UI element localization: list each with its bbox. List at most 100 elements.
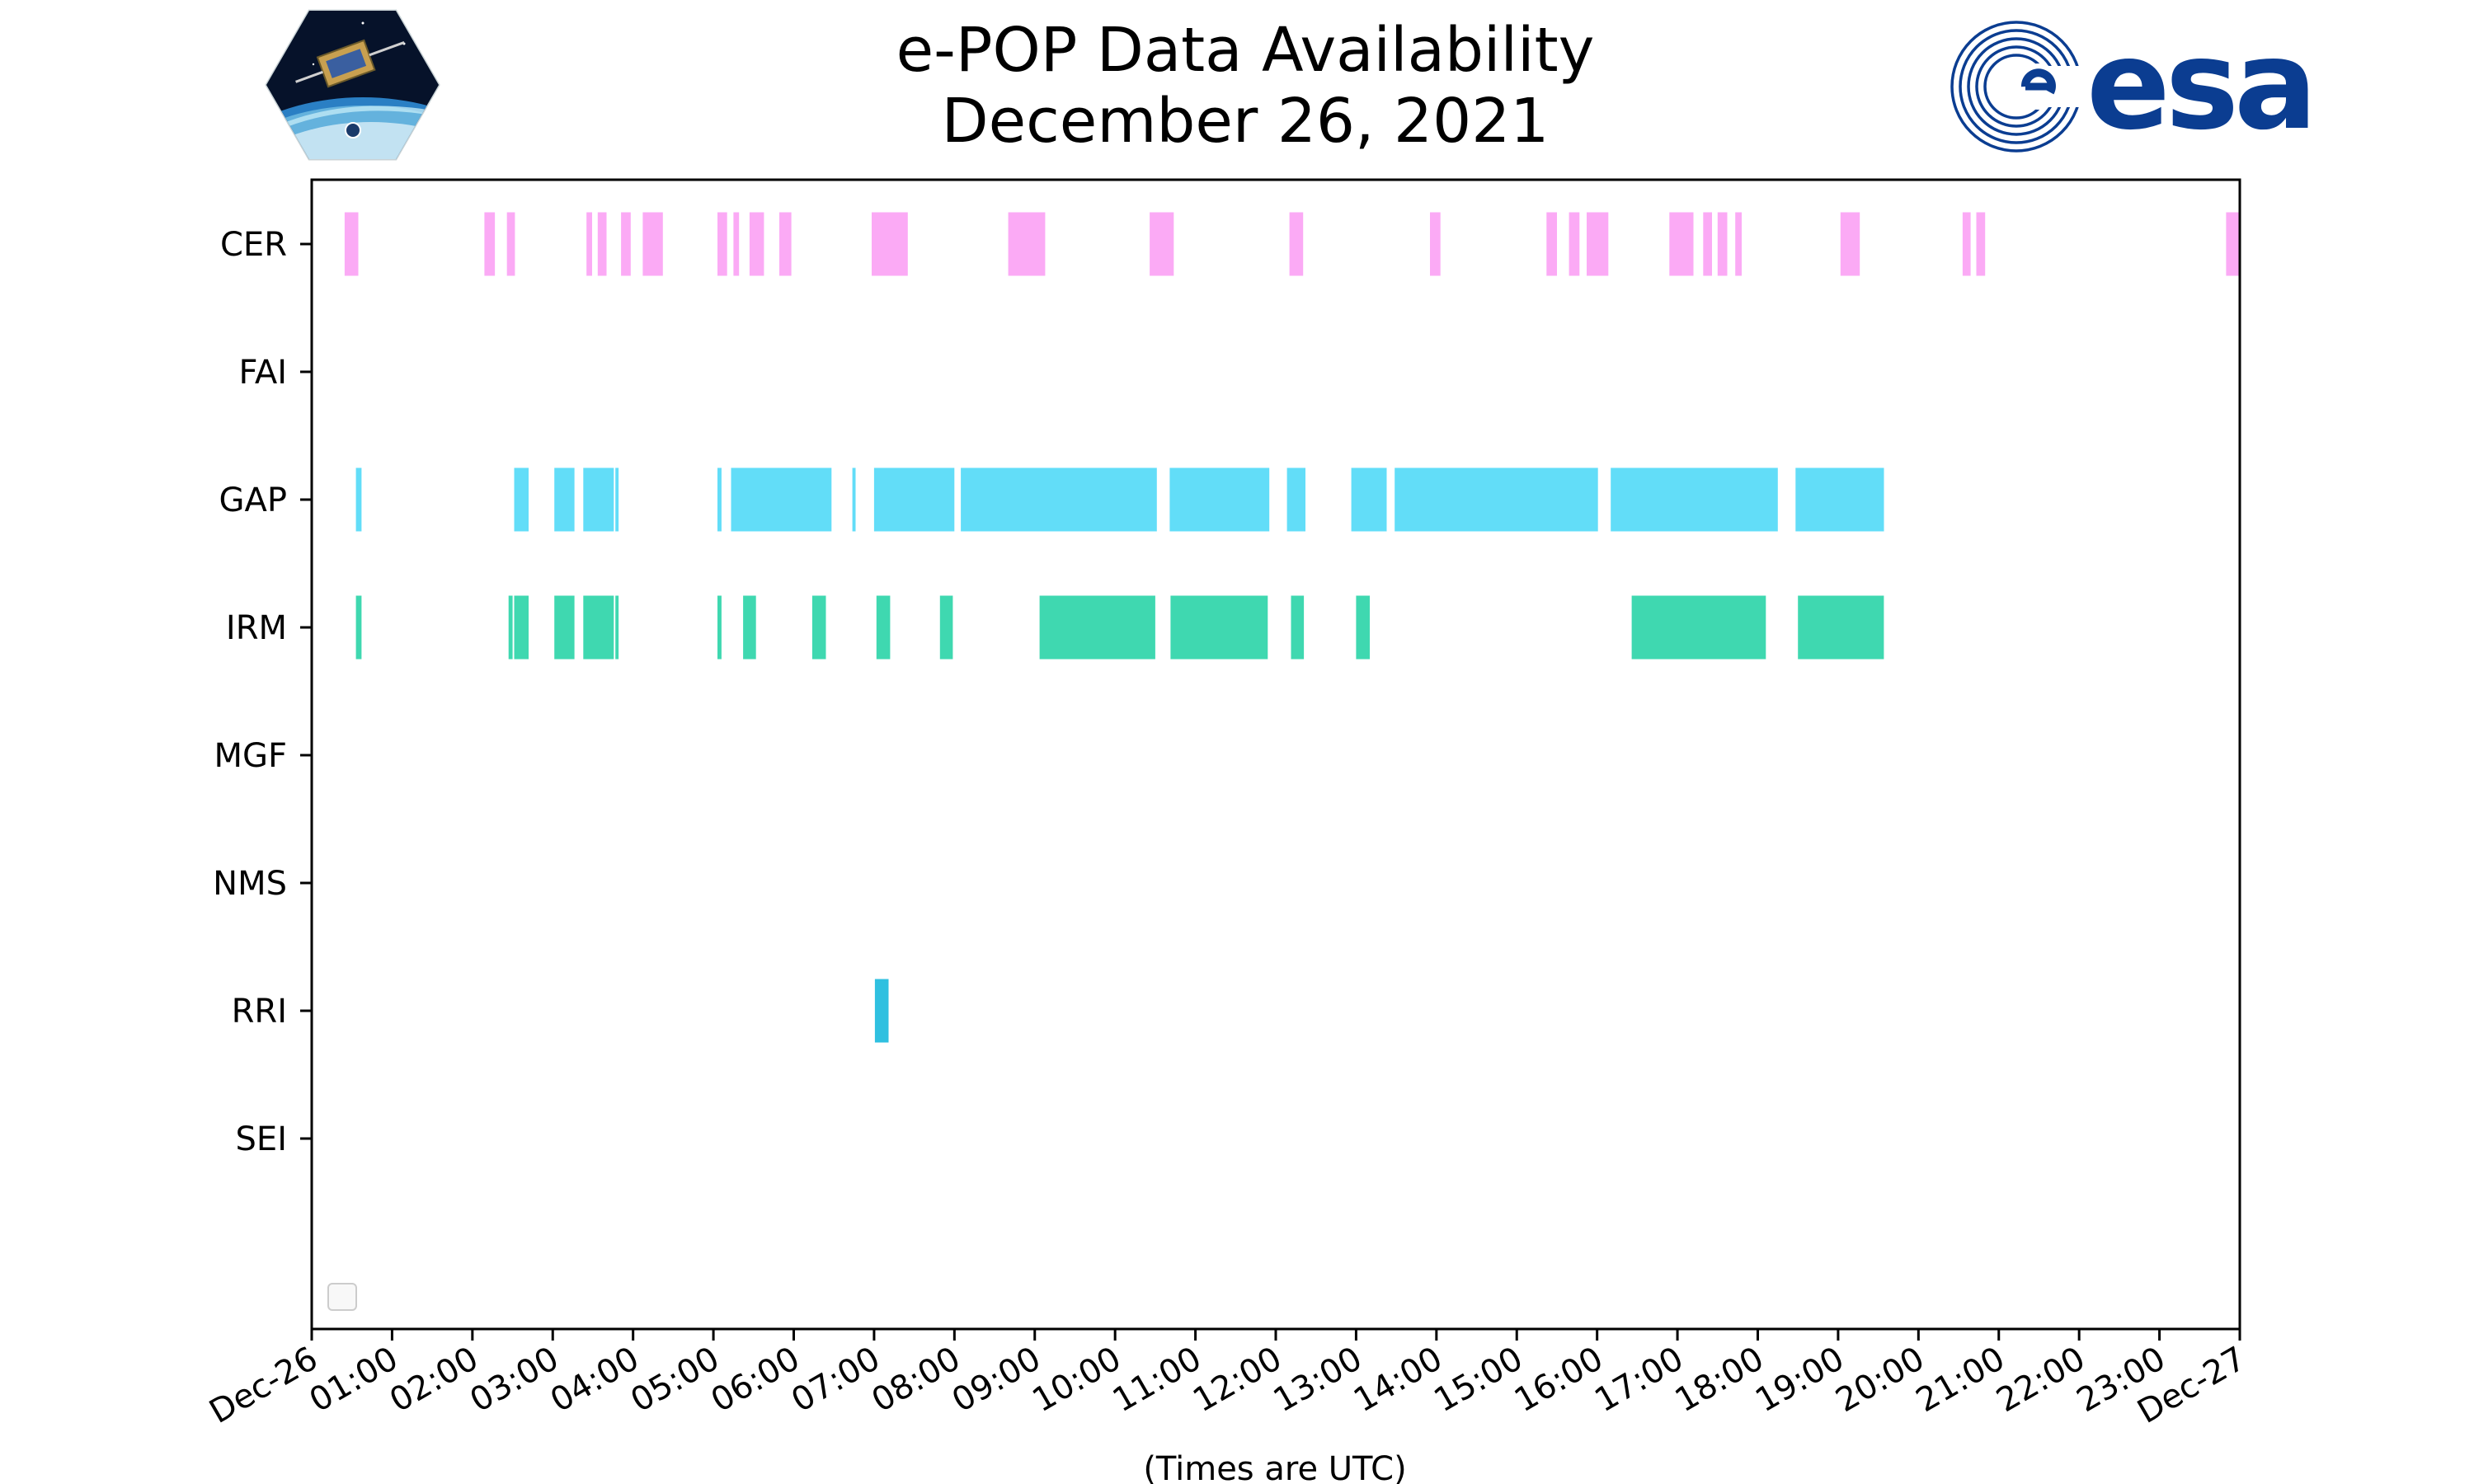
y-tick-label-fai: FAI — [239, 354, 288, 392]
y-tick-label-nms: NMS — [213, 865, 287, 903]
bar-irm-12 — [1170, 595, 1268, 660]
bar-cer-5 — [621, 212, 631, 276]
bar-irm-14 — [1356, 595, 1370, 660]
bar-cer-14 — [1289, 212, 1304, 276]
bar-irm-0 — [355, 595, 362, 660]
y-tick-label-rri: RRI — [232, 993, 287, 1031]
chart-title: e-POP Data Availability December 26, 202… — [726, 15, 1765, 157]
bar-irm-10 — [939, 595, 953, 660]
x-tick-label-16: 16:00 — [1508, 1340, 1610, 1420]
bar-irm-8 — [811, 595, 826, 660]
bar-rri-0 — [874, 979, 889, 1043]
bar-cer-16 — [1546, 212, 1557, 276]
svg-text:esa: esa — [2086, 16, 2309, 157]
bar-gap-9 — [961, 467, 1157, 532]
bar-irm-5 — [615, 595, 619, 660]
x-tick-label-13: 13:00 — [1268, 1340, 1369, 1420]
y-axis: CER FAI GAP IRM MGF NMS RRI SEI — [213, 226, 312, 1158]
bar-cer-8 — [733, 212, 740, 276]
bar-cer-11 — [872, 212, 908, 276]
bar-irm-4 — [583, 595, 614, 660]
x-tick-label-14: 14:00 — [1348, 1340, 1449, 1420]
x-tick-label-5: 05:00 — [624, 1340, 726, 1420]
bar-cer-10 — [779, 212, 792, 276]
x-tick-label-12: 12:00 — [1187, 1340, 1288, 1420]
bar-irm-11 — [1039, 595, 1155, 660]
bar-gap-13 — [1395, 467, 1598, 532]
bar-cer-6 — [642, 212, 663, 276]
bar-cer-9 — [749, 212, 764, 276]
bar-cer-4 — [597, 212, 607, 276]
x-tick-label-21: 21:00 — [1910, 1340, 2011, 1420]
bar-gap-4 — [615, 467, 619, 532]
bar-gap-3 — [583, 467, 614, 532]
bar-irm-13 — [1291, 595, 1305, 660]
x-tick-label-11: 11:00 — [1107, 1340, 1208, 1420]
x-tick-label-20: 20:00 — [1829, 1340, 1931, 1420]
bar-irm-9 — [876, 595, 891, 660]
x-axis: Dec-2601:0002:0003:0004:0005:0006:0007:0… — [203, 1329, 2252, 1431]
esa-logo: esa — [1950, 16, 2309, 157]
y-tick-label-irm: IRM — [226, 609, 287, 647]
bar-cer-1 — [484, 212, 496, 276]
x-tick-label-9: 09:00 — [946, 1340, 1047, 1420]
plot-frame — [310, 178, 2241, 1331]
x-tick-label-10: 10:00 — [1026, 1340, 1127, 1420]
bar-cer-24 — [1962, 212, 1971, 276]
bar-cer-15 — [1430, 212, 1441, 276]
availability-bars — [344, 212, 2240, 1043]
bar-gap-5 — [717, 467, 722, 532]
bar-cer-2 — [506, 212, 515, 276]
x-tick-label-22: 22:00 — [1990, 1340, 2091, 1420]
bar-cer-0 — [344, 212, 359, 276]
bar-gap-12 — [1351, 467, 1387, 532]
bar-cer-21 — [1717, 212, 1728, 276]
x-tick-label-1: 01:00 — [303, 1340, 405, 1420]
bar-irm-3 — [554, 595, 575, 660]
bar-cer-25 — [1976, 212, 1986, 276]
bar-cer-26 — [2226, 212, 2240, 276]
bar-gap-0 — [355, 467, 362, 532]
x-tick-label-19: 19:00 — [1749, 1340, 1851, 1420]
bar-cer-19 — [1669, 212, 1694, 276]
legend-box — [327, 1283, 357, 1311]
bar-cer-23 — [1840, 212, 1860, 276]
bar-irm-15 — [1631, 595, 1766, 660]
x-tick-label-2: 02:00 — [383, 1340, 485, 1420]
chart-title-line-2: December 26, 2021 — [941, 86, 1550, 157]
bar-gap-8 — [873, 467, 955, 532]
bar-cer-20 — [1703, 212, 1712, 276]
bar-gap-6 — [731, 467, 832, 532]
x-tick-label-4: 04:00 — [544, 1340, 646, 1420]
bar-cer-3 — [586, 212, 592, 276]
x-axis-label: (Times are UTC) — [1143, 1450, 1406, 1484]
bar-gap-2 — [554, 467, 575, 532]
bar-cer-12 — [1008, 212, 1046, 276]
bar-gap-10 — [1169, 467, 1270, 532]
bar-irm-1 — [508, 595, 513, 660]
bar-gap-15 — [1795, 467, 1884, 532]
x-tick-label-7: 07:00 — [785, 1340, 887, 1420]
bar-cer-7 — [717, 212, 727, 276]
x-tick-label-3: 03:00 — [463, 1340, 565, 1420]
x-tick-label-18: 18:00 — [1669, 1340, 1771, 1420]
bar-irm-16 — [1798, 595, 1884, 660]
y-tick-label-sei: SEI — [236, 1120, 287, 1158]
bar-irm-2 — [514, 595, 529, 660]
bar-gap-11 — [1286, 467, 1305, 532]
y-tick-label-mgf: MGF — [214, 737, 287, 775]
bar-gap-1 — [514, 467, 529, 532]
bar-cer-22 — [1735, 212, 1742, 276]
bar-cer-17 — [1569, 212, 1580, 276]
x-tick-label-8: 08:00 — [865, 1340, 967, 1420]
bar-cer-13 — [1150, 212, 1174, 276]
bar-irm-6 — [717, 595, 722, 660]
chart-title-line-1: e-POP Data Availability — [896, 15, 1595, 86]
x-tick-label-15: 15:00 — [1427, 1340, 1529, 1420]
x-tick-label-6: 06:00 — [705, 1340, 807, 1420]
bar-gap-14 — [1611, 467, 1778, 532]
bar-cer-18 — [1587, 212, 1609, 276]
x-tick-label-17: 17:00 — [1588, 1340, 1690, 1420]
bar-gap-7 — [852, 467, 856, 532]
